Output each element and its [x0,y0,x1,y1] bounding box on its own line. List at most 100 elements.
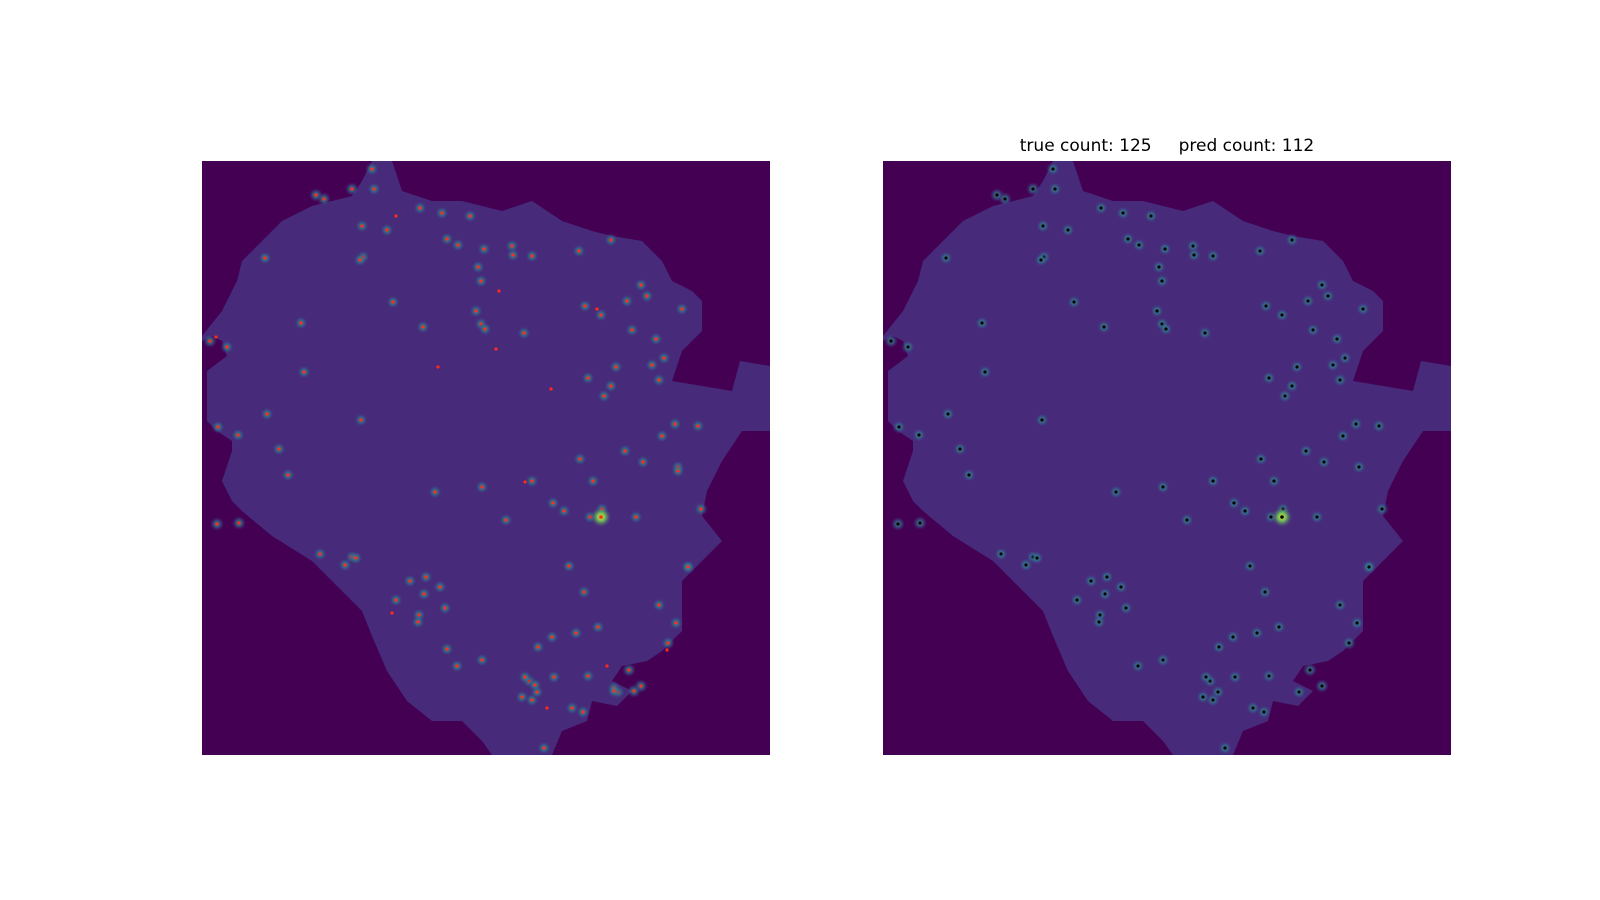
density-spot [1158,242,1172,256]
point-marker [416,620,420,624]
point-marker [536,645,540,649]
point-marker [645,294,649,298]
density-spot [681,560,695,574]
density-spot [562,559,576,573]
density-spot [1238,504,1252,518]
density-spot [1152,260,1166,274]
density-spot [1315,679,1329,693]
point-marker [542,746,546,750]
density-spot [1333,598,1347,612]
density-spot [1155,274,1169,288]
point-marker [322,197,326,201]
point-marker [1341,434,1345,438]
density-spot [478,322,492,336]
point-marker [632,689,636,693]
density-spot [636,455,650,469]
density-spot [581,371,595,385]
point-marker [394,598,398,602]
point-marker [1377,424,1381,428]
density-spot [591,620,605,634]
density-spot [380,223,394,237]
point-marker [1331,363,1335,367]
point-marker [699,507,703,511]
point-marker [1308,668,1312,672]
point-marker [1097,620,1101,624]
point-marker [265,412,269,416]
point-marker [1211,254,1215,258]
point-marker [599,313,603,317]
point-marker [602,394,606,398]
point-marker [511,253,515,257]
point-marker [1102,325,1106,329]
density-spot [203,334,217,348]
density-spot [901,340,915,354]
point-marker [1283,394,1287,398]
point-marker [530,698,534,702]
density-spot [1121,232,1135,246]
point-marker [609,238,613,242]
point-marker [641,460,645,464]
point-marker [958,447,962,451]
density-spot [671,464,685,478]
density-spot [1299,444,1313,458]
point-marker [391,300,395,304]
point-marker [1232,501,1236,505]
density-spot [428,485,442,499]
point-marker [1035,556,1039,560]
point-marker [1051,167,1055,171]
density-spot [645,358,659,372]
point-marker [639,684,643,688]
point-marker [1161,658,1165,662]
density-spot [655,429,669,443]
density-spot [1372,419,1386,433]
point-marker [577,249,581,253]
density-spot [1303,663,1317,677]
point-marker [1136,664,1140,668]
point-marker [1320,684,1324,688]
density-spot [668,417,682,431]
density-spot [577,585,591,599]
point-marker [625,299,629,303]
point-marker [1326,294,1330,298]
density-spot [1306,323,1320,337]
density-spot [537,741,551,755]
density-spot [1212,640,1226,654]
density-spot [1350,616,1364,630]
point-marker [343,563,347,567]
density-spot [625,323,639,337]
density-spot [1070,593,1084,607]
density-spot [260,407,274,421]
density-spot [1259,299,1273,313]
point-marker [1072,300,1076,304]
density-spot [1048,182,1062,196]
point-marker [314,193,318,197]
point-marker [1203,331,1207,335]
density-spot [471,260,485,274]
true-points-panel [202,161,770,755]
point-marker [562,509,566,513]
point-marker [980,321,984,325]
density-spot [438,601,452,615]
density-spot [604,379,618,393]
point-marker [1024,563,1028,567]
point-marker [654,337,658,341]
density-spot [354,413,368,427]
density-spot [1150,304,1164,318]
point-marker [1099,206,1103,210]
point-marker [657,603,661,607]
density-spot [1131,659,1145,673]
density-spot [569,626,583,640]
point-marker [1258,249,1262,253]
density-spot [975,316,989,330]
point-marker [422,592,426,596]
point-marker [1267,674,1271,678]
density-spot [349,551,363,565]
point-marker [1124,606,1128,610]
density-spot [1262,669,1276,683]
point-marker [1267,376,1271,380]
density-spot [1275,308,1289,322]
density-spot [1030,551,1044,565]
point-marker [586,376,590,380]
density-spot [1132,238,1146,252]
point-marker [676,469,680,473]
